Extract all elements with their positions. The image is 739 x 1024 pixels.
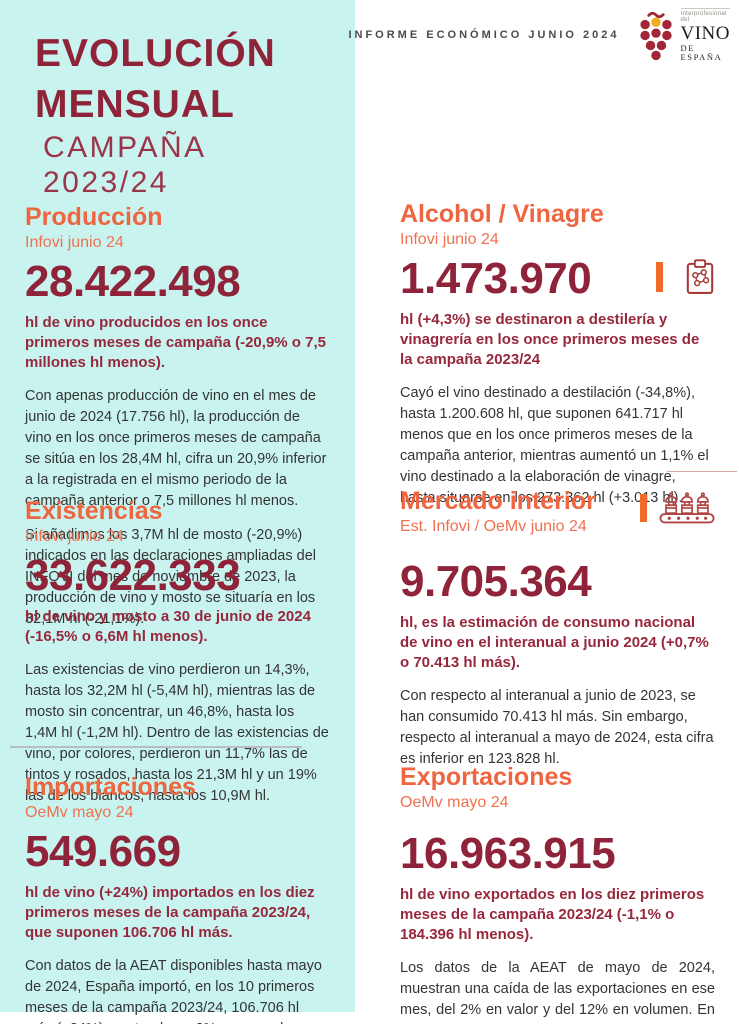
- section-source: Est. Infovi / OeMv junio 24: [400, 518, 587, 535]
- section-caption: hl de vino y mosto a 30 de junio de 2024…: [25, 608, 311, 645]
- section-figure: 549.669: [25, 827, 181, 876]
- section-caption: hl de vino exportados en los diez primer…: [400, 886, 705, 943]
- section-source: Infovi junio 24: [25, 234, 124, 251]
- report-header: INFORME ECONÓMICO JUNIO 2024: [348, 8, 730, 61]
- section-paragraph: Los datos de la AEAT de mayo de 2024, mu…: [400, 960, 715, 1024]
- logo-subname: DE ESPAÑA: [680, 43, 723, 62]
- section-divider: [10, 746, 302, 748]
- section-paragraph: Si añadimos los 3,7M hl de mosto (-20,9%…: [25, 527, 316, 627]
- section-caption: hl, es la estimación de consumo nacional…: [400, 614, 709, 671]
- section-heading: Alcohol / Vinagre: [400, 200, 604, 228]
- section-alcohol-vinagre: Alcohol / Vinagre Infovi junio 24 1.473.…: [400, 200, 715, 509]
- masthead-subtitle-line1: CAMPAÑA: [43, 131, 207, 164]
- bottling-line-icon: [659, 492, 715, 524]
- section-exportaciones: Exportaciones OeMv mayo 24 16.963.915 hl…: [400, 763, 715, 1024]
- section-paragraph: Las existencias de vino perdieron un 14,…: [25, 662, 329, 804]
- section-figure: 1.473.970: [400, 254, 592, 303]
- section-heading: Importaciones: [25, 773, 196, 801]
- report-title: INFORME ECONÓMICO JUNIO 2024: [348, 28, 620, 41]
- section-existencias: Existencias Infovi junio 24 33.622.333 h…: [25, 497, 330, 807]
- section-mercado-interior: Mercado interior Est. Infovi / OeMv juni…: [400, 487, 715, 770]
- section-paragraph: Con datos de la AEAT disponibles hasta m…: [25, 958, 322, 1024]
- section-source: OeMv mayo 24: [25, 804, 134, 821]
- section-heading: Exportaciones: [400, 763, 573, 791]
- right-column: INFORME ECONÓMICO JUNIO 2024: [348, 0, 739, 1024]
- vino-de-espana-logo: Interprofesional del VINO DE ESPAÑA: [636, 8, 730, 62]
- section-importaciones: Importaciones OeMv mayo 24 549.669 hl de…: [25, 773, 330, 1024]
- section-paragraph: Cayó el vino destinado a destilación (-3…: [400, 385, 709, 506]
- logo-text: Interprofesional del VINO DE ESPAÑA: [680, 8, 730, 62]
- section-caption: hl de vino (+24%) importados en los diez…: [25, 884, 315, 941]
- logo-name: VINO: [680, 23, 730, 44]
- section-caption: hl (+4,3%) se destinaron a destilería y …: [400, 311, 700, 368]
- heading-icons: [640, 492, 715, 524]
- section-figure: 16.963.915: [400, 829, 616, 878]
- section-heading: Mercado interior: [400, 487, 596, 515]
- masthead: EVOLUCIÓN MENSUAL CAMPAÑA 2023/24: [35, 28, 276, 200]
- section-caption: hl de vino producidos en los once primer…: [25, 314, 326, 371]
- section-source: Infovi junio 24: [400, 231, 499, 248]
- masthead-title-line1: EVOLUCIÓN: [35, 32, 276, 75]
- section-source: Infovi junio 24: [25, 528, 124, 545]
- accent-bar: [640, 494, 647, 522]
- figure-row: 1.473.970: [400, 250, 715, 304]
- section-figure: 9.705.364: [400, 557, 592, 606]
- clipboard-molecules-icon: [685, 258, 715, 296]
- section-figure: 28.422.498: [25, 257, 241, 306]
- accent-bar: [656, 262, 663, 292]
- grape-cluster-icon: [636, 9, 676, 61]
- heading-block: Mercado interior Est. Infovi / OeMv juni…: [400, 487, 596, 537]
- section-heading: Existencias: [25, 497, 163, 525]
- left-column: EVOLUCIÓN MENSUAL CAMPAÑA 2023/24 Produc…: [0, 0, 355, 1024]
- logo-tagline: Interprofesional del: [680, 8, 730, 23]
- section-source: OeMv mayo 24: [400, 794, 509, 811]
- section-produccion: Producción Infovi junio 24 28.422.498 hl…: [25, 203, 330, 630]
- section-figure: 33.622.333: [25, 551, 241, 600]
- heading-row: Mercado interior Est. Infovi / OeMv juni…: [400, 487, 715, 537]
- section-paragraph: Con respecto al interanual a junio de 20…: [400, 688, 714, 767]
- right-edge-divider: [667, 471, 737, 472]
- masthead-title-line2: MENSUAL: [35, 83, 235, 126]
- section-heading: Producción: [25, 203, 163, 231]
- masthead-subtitle-line2: 2023/24: [43, 166, 169, 199]
- section-paragraph: Con apenas producción de vino en el mes …: [25, 388, 327, 509]
